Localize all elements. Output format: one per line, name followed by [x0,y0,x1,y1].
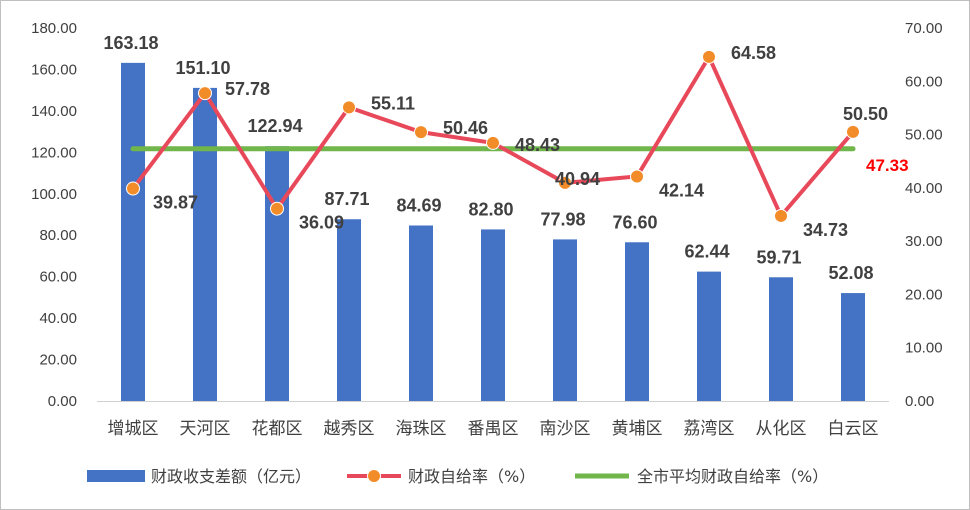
y-right-tick-label: 40.00 [905,180,943,197]
rate-value-label: 55.11 [371,93,415,113]
y-right-tick-label: 60.00 [905,73,943,90]
rate-value-label: 39.87 [153,193,198,213]
bar-南沙区 [553,239,577,401]
rate-line-series [126,49,860,223]
rate-value-label: 34.73 [803,220,848,240]
bar-value-label: 62.44 [684,242,729,262]
rate-value-label: 42.14 [659,180,704,200]
x-tick-label: 从化区 [756,419,807,439]
bar-value-label: 87.71 [324,189,369,209]
x-tick-label: 越秀区 [324,419,375,439]
rate-marker-荔湾区 [702,49,716,64]
bar-value-label: 84.69 [396,196,441,216]
y-axis-left: 0.00 20.00 40.00 60.00 80.00 100.00 120.00 140.… [31,20,77,410]
bar-越秀区 [337,219,361,401]
x-tick-label: 黄埔区 [612,419,663,439]
x-tick-label: 荔湾区 [684,419,735,439]
x-tick-label: 花都区 [252,419,303,439]
rate-marker-番禺区 [486,135,500,150]
y-axis-right: 0.00 10.00 20.00 30.00 40.00 50.00 60.00 70.00 [905,20,943,410]
bar-value-label: 163.18 [103,33,158,53]
bar-荔湾区 [697,271,721,401]
bar-番禺区 [481,229,505,401]
y-left-tick-label: 60.00 [39,269,77,286]
rate-value-label: 50.46 [443,118,488,138]
bar-海珠区 [409,225,433,401]
x-tick-label: 白云区 [828,419,879,439]
rate-value-label: 50.50 [843,104,888,124]
legend-label-rate: 财政自给率（%） [408,467,535,486]
data-labels: 163.18 151.10 122.94 87.71 84.69 82.80 77.98 76… [103,33,908,283]
legend: 财政收支差额（亿元） 财政自给率（%） 全市平均财政自给率（%） [87,467,828,486]
y-left-tick-label: 20.00 [39,352,77,369]
y-left-tick-label: 0.00 [48,393,77,410]
y-left-tick-label: 180.00 [31,20,77,37]
bar-增城区 [121,62,145,402]
bar-花都区 [265,146,289,401]
y-right-tick-label: 0.00 [905,393,934,410]
rate-marker-花都区 [270,201,284,216]
legend-swatch-bar [87,470,145,482]
bar-value-label: 82.80 [468,199,513,219]
bar-黄埔区 [625,242,649,401]
y-left-tick-label: 140.00 [31,103,77,120]
legend-label-bar: 财政收支差额（亿元） [151,467,311,486]
bar-天河区 [193,87,217,402]
x-tick-label: 南沙区 [540,419,591,439]
rate-marker-海珠区 [414,125,428,140]
y-right-tick-label: 10.00 [905,340,943,357]
y-left-tick-label: 160.00 [31,61,77,78]
rate-value-label: 64.58 [731,43,776,63]
x-tick-label: 番禺区 [468,419,519,439]
y-right-tick-label: 20.00 [905,286,943,303]
y-left-tick-label: 120.00 [31,144,77,161]
x-tick-label: 增城区 [108,419,159,439]
bar-value-label: 76.60 [612,212,657,232]
legend-swatch-rate-marker [367,469,381,483]
bar-value-label: 59.71 [756,247,801,267]
rate-marker-增城区 [126,181,140,196]
bar-value-label: 151.10 [175,58,230,78]
y-right-tick-label: 30.00 [905,233,943,250]
y-left-tick-label: 40.00 [39,310,77,327]
rate-value-label: 40.94 [555,169,600,189]
x-tick-label: 天河区 [180,419,231,439]
x-axis: 增城区 天河区 花都区 越秀区 海珠区 番禺区 南沙区 黄埔区 荔湾区 从化区 白云区 [97,401,889,439]
rate-marker-天河区 [198,86,212,101]
y-right-tick-label: 70.00 [905,20,943,37]
rate-marker-南沙区 [558,175,572,190]
bar-value-label: 77.98 [540,209,585,229]
legend-label-average: 全市平均财政自给率（%） [637,467,828,486]
y-left-tick-label: 80.00 [39,227,77,244]
bar-value-label: 52.08 [828,263,873,283]
x-tick-label: 海珠区 [396,419,447,439]
bar-series [121,62,865,402]
rate-marker-白云区 [846,124,860,139]
rate-value-label: 48.43 [515,135,560,155]
bar-从化区 [769,277,793,401]
average-value-label: 47.33 [866,156,909,175]
bar-value-label: 122.94 [247,116,302,136]
y-right-tick-label: 50.00 [905,127,943,144]
rate-value-label: 57.78 [225,79,270,99]
rate-marker-越秀区 [342,100,356,115]
rate-marker-黄埔区 [630,169,644,184]
bar-白云区 [841,293,865,401]
rate-value-label: 36.09 [299,213,344,233]
y-left-tick-label: 100.00 [31,186,77,203]
rate-marker-从化区 [774,208,788,223]
